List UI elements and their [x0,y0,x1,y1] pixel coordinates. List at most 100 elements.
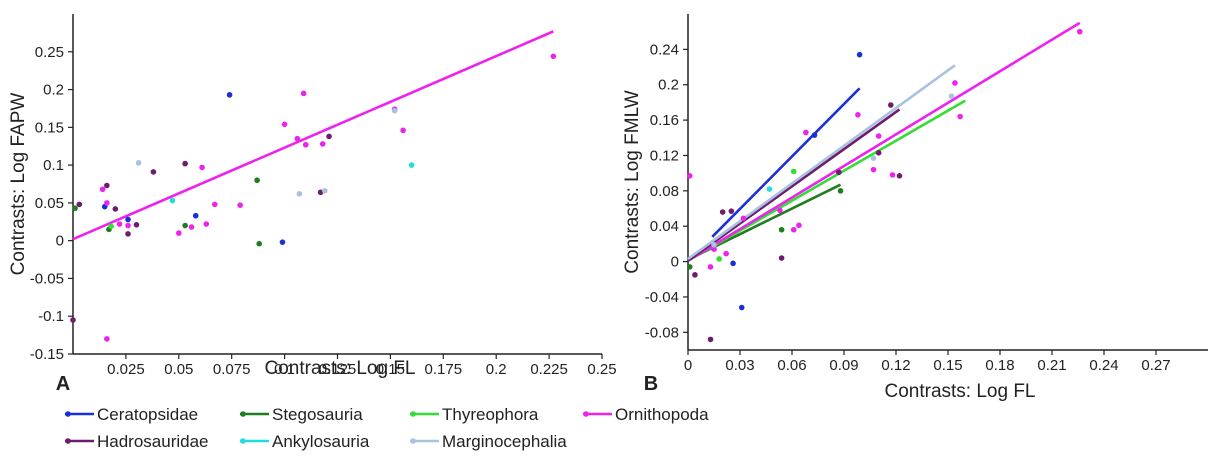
data-point-ornithopoda [957,113,963,120]
legend-label: Ornithopoda [615,405,709,424]
data-point-ornithopoda [203,221,210,227]
data-point-ornithopoda [796,222,802,229]
data-point-hadrosauridae [326,133,332,140]
x-tick-label: 0.27 [1141,357,1170,374]
x-tick-label: 0.15 [376,361,405,378]
y-tick-label: -0.04 [645,289,679,306]
data-point-stegosauria [256,240,263,247]
data-point-ornithopoda [176,230,182,236]
data-point-ceratopsidae [192,212,199,219]
legend-swatch-marker [65,411,71,417]
data-point-marginocephalia [135,160,142,166]
legend-label: Thyreophora [442,405,539,424]
legend: Ceratopsidae Stegosauria Thyreophora Ornith… [65,405,709,451]
data-point-ornithopoda [104,336,110,342]
data-point-ornithopoda [104,200,110,206]
data-point-hadrosauridae [888,102,894,108]
data-point-hadrosauridae [896,173,903,179]
x-tick-label: 0.06 [777,357,806,374]
data-point-ornithopoda [294,135,301,142]
data-point-ornithopoda [855,112,861,118]
data-point-ornithopoda [711,246,717,252]
data-point-ornithopoda [99,186,106,193]
data-point-ornithopoda [199,164,205,171]
x-tick-label: 0.125 [319,361,357,378]
data-point-hadrosauridae [719,209,726,215]
data-point-stegosauria [686,264,693,270]
data-point-ornithopoda [870,166,877,173]
legend-label: Stegosauria [272,405,363,424]
data-point-hadrosauridae [125,231,131,237]
data-point-thyreophora [790,168,797,175]
data-point-hadrosauridae [182,160,188,167]
data-point-ornithopoda [952,80,958,86]
data-point-hadrosauridae [112,206,119,212]
data-point-ornithopoda [116,221,123,227]
y-axis-label: Contrasts: Log FAPW [8,93,29,276]
x-tick-label: 0.15 [933,357,962,374]
legend-swatch-marker [410,411,416,417]
x-tick-label: 0.24 [1089,357,1118,374]
data-point-ankylosauria [169,197,176,204]
legend-item-marginocephalia: Marginocephalia [410,432,567,451]
data-point-ornithopoda [889,172,896,178]
data-point-ornithopoda [281,121,288,128]
data-point-ornithopoda [740,215,747,222]
data-point-ornithopoda [790,226,797,233]
y-tick-label: 0 [56,233,64,250]
data-point-ceratopsidae [125,216,131,223]
panel-letter: B [644,373,658,395]
x-tick-label: 0.025 [107,361,145,378]
legend-label: Hadrosauridae [97,432,209,451]
data-point-ornithopoda [319,141,326,147]
legend-item-thyreophora: Thyreophora [410,405,539,424]
y-tick-label: 0.08 [650,183,679,200]
legend-label: Ankylosauria [272,432,370,451]
data-point-marginocephalia [391,107,398,114]
data-point-stegosauria [837,188,844,194]
data-point-ceratopsidae [738,304,745,311]
y-tick-label: 0.2 [43,82,64,99]
x-axis-label: Contrasts: Log FL [264,358,415,379]
regression-line-ornithopoda [687,21,1081,262]
data-point-marginocephalia [948,93,955,100]
data-point-ceratopsidae [811,132,818,138]
data-point-ornithopoda [686,173,693,179]
x-tick-label: 0.12 [881,357,910,374]
y-tick-label: 0.2 [658,77,679,94]
legend-swatch-marker [410,438,416,444]
data-point-stegosauria [72,205,78,211]
data-point-ornithopoda [211,201,218,208]
y-tick-label: 0.04 [650,218,679,235]
data-point-marginocephalia [322,188,328,194]
regression-line-ceratopsidae [711,87,861,238]
x-tick-label: 0.25 [587,361,616,378]
x-tick-label: 0.225 [530,361,568,378]
data-point-hadrosauridae [104,182,110,189]
data-point-hadrosauridae [778,255,785,261]
data-point-hadrosauridae [836,169,842,176]
legend-item-hadrosauridae: Hadrosauridae [65,432,209,451]
data-point-ceratopsidae [279,239,286,245]
data-point-ornithopoda [237,202,243,208]
x-tick-label: 0.18 [985,357,1014,374]
y-tick-label: -0.1 [38,308,64,325]
legend-swatch-marker [583,411,589,417]
data-point-hadrosauridae [76,201,83,208]
data-point-thyreophora [716,256,722,262]
data-point-ornithopoda [300,90,307,97]
legend-label: Ceratopsidae [97,405,198,424]
data-point-marginocephalia [296,191,303,197]
data-point-ornithopoda [707,264,714,270]
data-point-ornithopoda [302,141,309,148]
y-tick-label: -0.08 [645,324,679,341]
regression-line-hadrosauridae [687,108,901,262]
legend-item-ornithopoda: Ornithopoda [583,405,709,424]
regression-line-marginocephalia [687,64,956,260]
data-point-hadrosauridae [317,189,324,196]
data-point-hadrosauridae [133,222,140,228]
legend-swatch-marker [240,411,246,417]
x-tick-label: 0.175 [425,361,463,378]
y-axis-label: Contrasts: Log FMLW [622,90,643,273]
